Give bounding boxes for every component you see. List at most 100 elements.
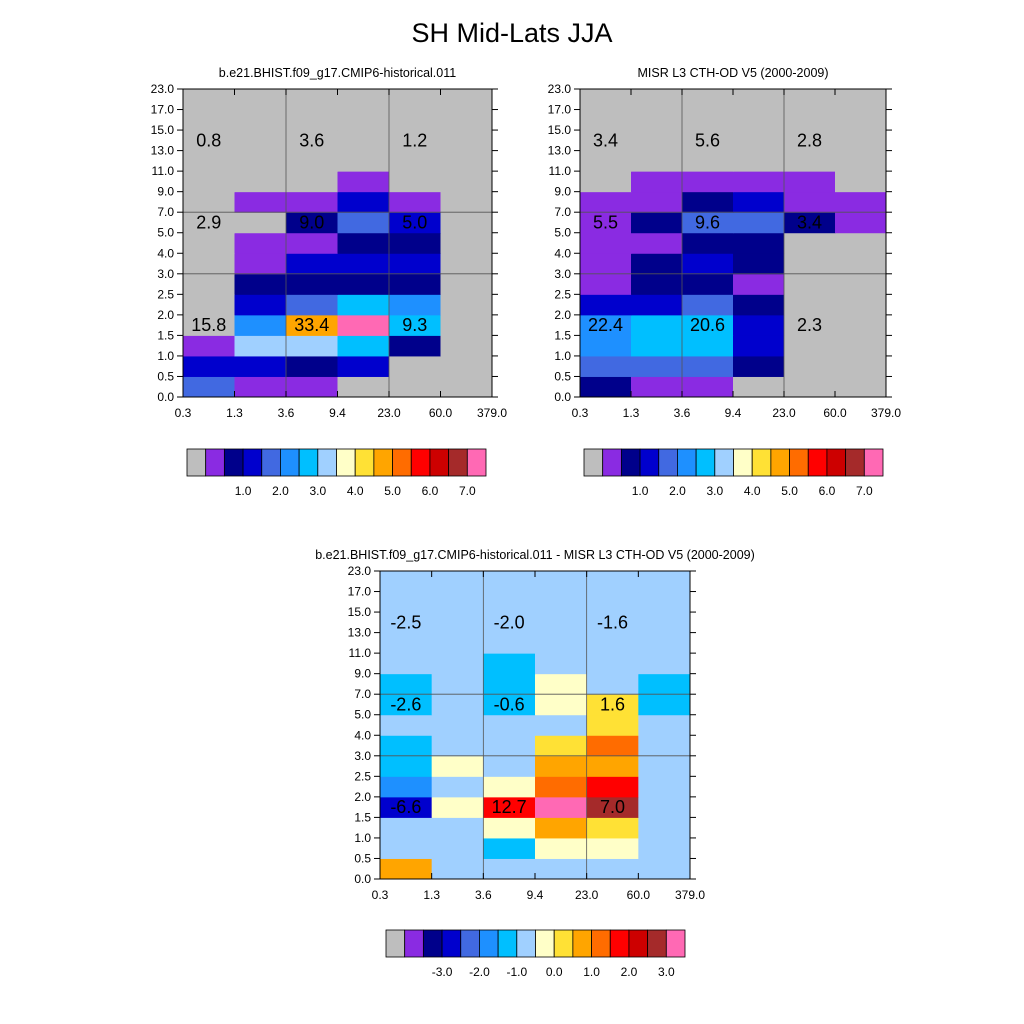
heatmap-cell — [586, 571, 639, 593]
y-tick-label: 23.0 — [548, 82, 572, 96]
heatmap-cell — [183, 335, 235, 357]
y-tick-label: 3.0 — [554, 267, 571, 281]
colorbar-swatch — [404, 929, 424, 958]
cell-value-label: -2.5 — [390, 612, 421, 632]
heatmap-cell — [483, 673, 536, 695]
y-tick-label: 9.0 — [554, 185, 571, 199]
y-tick-label: 1.0 — [354, 831, 371, 845]
heatmap-cell — [389, 109, 441, 131]
x-tick-label: 1.3 — [226, 406, 243, 420]
heatmap-cell — [483, 714, 536, 736]
cell-value-label: 3.4 — [797, 212, 822, 232]
cell-value-label: 9.0 — [299, 212, 324, 232]
colorbar-swatch — [553, 929, 574, 958]
heatmap-cell — [337, 232, 390, 254]
heatmap-cell — [431, 653, 484, 675]
heatmap-cell — [234, 314, 287, 336]
heatmap-cell — [631, 130, 683, 152]
heatmap-cell — [183, 191, 235, 213]
heatmap-cell — [784, 253, 836, 275]
y-tick-label: 13.0 — [348, 626, 372, 640]
heatmap-cell — [286, 314, 338, 336]
heatmap-cell — [835, 212, 887, 234]
heatmap-cell — [535, 673, 588, 695]
y-tick-label: 4.0 — [554, 246, 571, 260]
heatmap-cell — [835, 376, 887, 398]
heatmap-cell — [431, 858, 484, 880]
x-tick-label: 0.3 — [372, 888, 389, 902]
heatmap-cell — [733, 294, 785, 316]
heatmap-cell — [431, 673, 484, 695]
colorbar-swatch — [628, 929, 649, 958]
heatmap-cell — [580, 294, 632, 316]
heatmap-cell — [580, 150, 632, 172]
colorbar-label: 1.0 — [235, 484, 252, 498]
colorbar-label: 3.0 — [309, 484, 326, 498]
heatmap-cell — [733, 314, 785, 336]
heatmap-cell — [234, 89, 287, 111]
heatmap-cell — [183, 253, 235, 275]
heatmap-cell — [638, 591, 691, 613]
heatmap-cell — [586, 858, 639, 880]
heatmap-cell — [234, 191, 287, 213]
heatmap-cell — [638, 858, 691, 880]
cell-value-label: 22.4 — [588, 315, 623, 335]
y-tick-label: 0.5 — [554, 369, 571, 383]
heatmap-cell — [580, 130, 632, 152]
heatmap-cell — [431, 735, 484, 757]
heatmap-cell — [286, 109, 338, 131]
cell-value-label: 20.6 — [690, 315, 725, 335]
y-tick-label: 2.5 — [157, 287, 174, 301]
heatmap-cell — [535, 714, 588, 736]
colorbar-swatch — [261, 448, 281, 477]
colorbar-swatch — [789, 448, 809, 477]
y-tick-label: 2.0 — [157, 308, 174, 322]
x-tick-label: 60.0 — [627, 888, 651, 902]
panel-title: b.e21.BHIST.f09_g17.CMIP6-historical.011 — [219, 66, 456, 80]
colorbar-swatch — [479, 929, 499, 958]
colorbar-swatch — [385, 929, 406, 958]
heatmap-cell — [337, 335, 390, 357]
heatmap-cell — [440, 109, 493, 131]
colorbar-swatch — [863, 448, 884, 477]
x-tick-label: 23.0 — [377, 406, 401, 420]
y-tick-label: 0.0 — [554, 390, 571, 404]
heatmap-cell — [380, 837, 433, 859]
heatmap-cell — [835, 355, 887, 377]
heatmap-cell — [431, 694, 484, 716]
heatmap-cell — [183, 314, 235, 336]
heatmap-cell — [835, 335, 887, 357]
heatmap-cell — [234, 232, 287, 254]
y-tick-label: 17.0 — [348, 585, 372, 599]
heatmap-cell — [638, 796, 691, 818]
heatmap-cell — [733, 335, 785, 357]
heatmap-cell — [784, 335, 836, 357]
heatmap-cell — [733, 150, 785, 172]
heatmap-cell — [535, 694, 588, 716]
heatmap-cell — [784, 171, 836, 193]
colorbar-swatch — [466, 448, 487, 477]
colorbar-swatch — [497, 929, 518, 958]
heatmap-cell — [682, 314, 734, 336]
cell-value-label: 3.6 — [299, 130, 324, 150]
heatmap-cell — [631, 212, 683, 234]
heatmap-cell — [784, 109, 836, 131]
heatmap-cell — [234, 273, 287, 295]
colorbar-label: 4.0 — [347, 484, 364, 498]
x-tick-label: 379.0 — [477, 406, 507, 420]
heatmap-cell — [586, 632, 639, 654]
y-tick-label: 5.0 — [354, 708, 371, 722]
heatmap-cell — [440, 89, 493, 111]
heatmap-cell — [784, 376, 836, 398]
panel-title: MISR L3 CTH-OD V5 (2000-2009) — [637, 66, 828, 80]
heatmap-cell — [337, 150, 390, 172]
heatmap-cell — [440, 335, 493, 357]
heatmap-cell — [286, 294, 338, 316]
heatmap-cell — [580, 335, 632, 357]
heatmap-cell — [337, 109, 390, 131]
heatmap-cell — [389, 355, 441, 377]
y-tick-label: 17.0 — [548, 103, 572, 117]
heatmap-cell — [337, 253, 390, 275]
y-tick-label: 13.0 — [548, 144, 572, 158]
